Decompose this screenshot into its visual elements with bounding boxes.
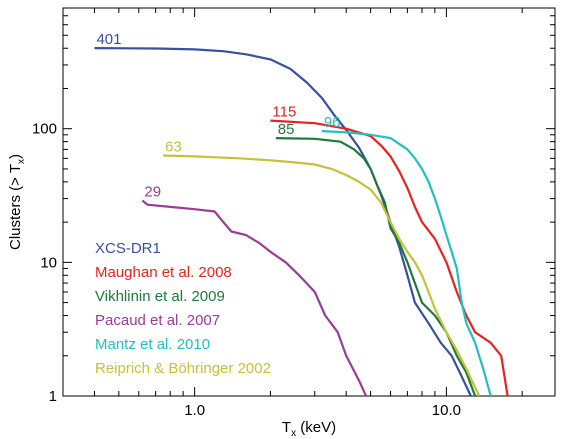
y-axis-title: Clusters (> Tx) <box>7 154 27 250</box>
legend-entry: Vikhlinin et al. 2009 <box>95 288 225 305</box>
series-line-0 <box>94 47 472 396</box>
series-line-1 <box>270 119 509 396</box>
count-label: 29 <box>144 184 161 201</box>
series-line-3 <box>141 199 368 396</box>
legend-entry: XCS-DR1 <box>95 240 161 257</box>
series-line-4 <box>321 130 492 396</box>
legend: XCS-DR1 Maughan et al. 2008 Vikhlinin et a… <box>95 240 271 377</box>
legend-entry: Reiprich & Böhringer 2002 <box>95 360 271 377</box>
y-tick-label: 100 <box>32 121 57 138</box>
count-label: 115 <box>272 104 296 121</box>
legend-entry: Pacaud et al. 2007 <box>95 312 220 329</box>
x-axis-title: Tx (keV) <box>282 419 336 439</box>
series-line-2 <box>275 137 477 396</box>
y-tick-label: 10 <box>40 254 57 271</box>
count-label: 85 <box>278 121 295 138</box>
plot-frame <box>62 7 556 397</box>
x-tick-label: 1.0 <box>184 402 205 419</box>
count-label: 96 <box>324 114 341 131</box>
series-line-5 <box>163 154 481 396</box>
y-tick-label: 1 <box>49 388 57 405</box>
legend-entry: Maughan et al. 2008 <box>95 264 232 281</box>
axis-ticks: 1.0 10.0 1 10 100 <box>32 7 555 419</box>
legend-entry: Mantz et al. 2010 <box>95 336 210 353</box>
x-tick-label: 10.0 <box>432 402 461 419</box>
count-label: 63 <box>165 139 182 156</box>
series-lines <box>94 47 509 396</box>
count-label: 401 <box>96 31 121 48</box>
